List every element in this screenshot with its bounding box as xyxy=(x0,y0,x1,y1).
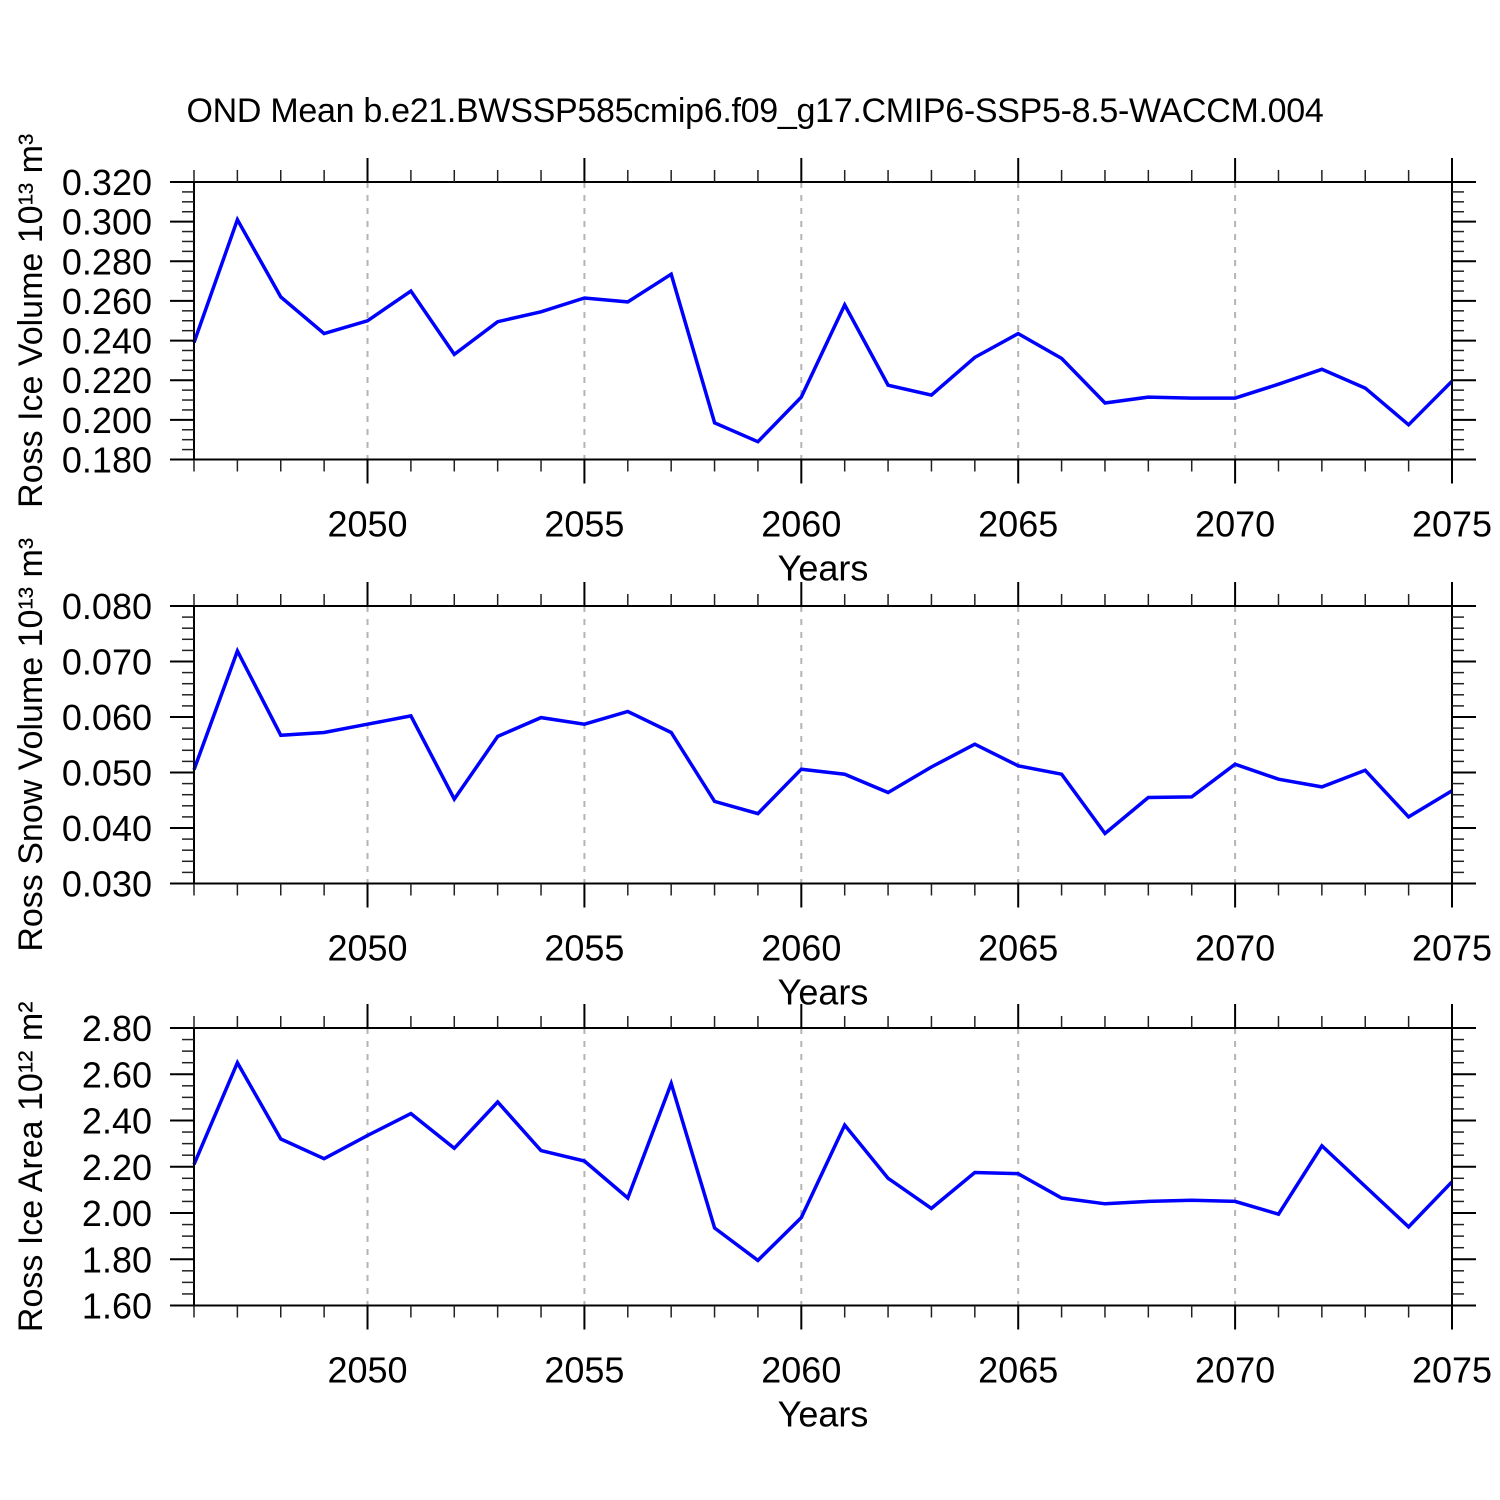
x-tick-label: 2065 xyxy=(978,1350,1058,1391)
y-tick-label: 0.180 xyxy=(62,440,152,481)
x-axis-title: Years xyxy=(778,548,869,589)
x-tick-label: 2050 xyxy=(327,504,407,545)
x-tick-label: 2070 xyxy=(1195,928,1275,969)
y-axis-title: Ross Snow Volume 10¹³ m³ xyxy=(12,538,50,952)
x-tick-label: 2050 xyxy=(327,1350,407,1391)
x-tick-label: 2060 xyxy=(761,928,841,969)
y-tick-label: 0.300 xyxy=(62,202,152,243)
ross-snow-volume-panel: 2050 2055 2060 2065 2070 2075 0.030 0.040 0.050 0… xyxy=(12,538,1492,1013)
ross-ice-area-data-line xyxy=(192,1058,1454,1263)
y-tick-label: 0.200 xyxy=(62,400,152,441)
x-tick-label: 2075 xyxy=(1412,928,1492,969)
y-tick-label: 2.60 xyxy=(82,1054,152,1095)
x-tick-label: 2050 xyxy=(327,928,407,969)
y-tick-label: 0.040 xyxy=(62,808,152,849)
y-tick-label: 0.070 xyxy=(62,642,152,683)
y-tick-label: 0.260 xyxy=(62,281,152,322)
x-tick-label: 2070 xyxy=(1195,1350,1275,1391)
y-axis-title: Ross Ice Area 10¹² m² xyxy=(12,1001,50,1332)
y-tick-label: 0.050 xyxy=(62,753,152,794)
y-tick-label: 1.60 xyxy=(82,1286,152,1327)
x-axis-title: Years xyxy=(778,1394,869,1435)
y-tick-label: 0.220 xyxy=(62,360,152,401)
x-tick-label: 2060 xyxy=(761,1350,841,1391)
x-tick-label: 2065 xyxy=(978,504,1058,545)
y-tick-label: 1.80 xyxy=(82,1239,152,1280)
y-tick-label: 0.060 xyxy=(62,697,152,738)
y-tick-label: 0.240 xyxy=(62,321,152,362)
plot-frame xyxy=(193,181,1453,461)
plot-frame xyxy=(193,605,1453,885)
ross-ice-volume-panel: 2050 2055 2060 2065 2070 20750.1800.2000.2200… xyxy=(12,134,1492,589)
ross-ice-volume-data-line xyxy=(192,215,1454,444)
y-tick-label: 2.20 xyxy=(82,1147,152,1188)
y-tick-label: 0.280 xyxy=(62,241,152,282)
ross-snow-volume-data-line xyxy=(192,646,1453,837)
x-tick-label: 2070 xyxy=(1195,504,1275,545)
x-tick-label: 2060 xyxy=(761,504,841,545)
y-tick-label: 0.080 xyxy=(62,586,152,627)
plot-frame xyxy=(193,1027,1453,1307)
x-tick-label: 2055 xyxy=(544,928,624,969)
y-tick-label: 2.80 xyxy=(82,1008,152,1049)
x-tick-label: 2075 xyxy=(1412,504,1492,545)
x-tick-label: 2055 xyxy=(544,1350,624,1391)
y-tick-label: 2.40 xyxy=(82,1101,152,1142)
x-tick-label: 2075 xyxy=(1412,1350,1492,1391)
y-tick-label: 0.320 xyxy=(62,162,152,203)
chart-title: OND Mean b.e21.BWSSP585cmip6.f09_g17.CMI… xyxy=(186,92,1324,130)
x-tick-label: 2065 xyxy=(978,928,1058,969)
x-axis-title: Years xyxy=(778,972,869,1013)
y-axis-title: Ross Ice Volume 10¹³ m³ xyxy=(12,134,50,508)
ross-ice-area-panel: 2050 2055 2060 2065 2070 2075 1.60 1.80 2.00 2.20… xyxy=(12,1001,1492,1434)
y-tick-label: 2.00 xyxy=(82,1193,152,1234)
y-tick-label: 0.030 xyxy=(62,864,152,905)
x-tick-label: 2055 xyxy=(544,504,624,545)
